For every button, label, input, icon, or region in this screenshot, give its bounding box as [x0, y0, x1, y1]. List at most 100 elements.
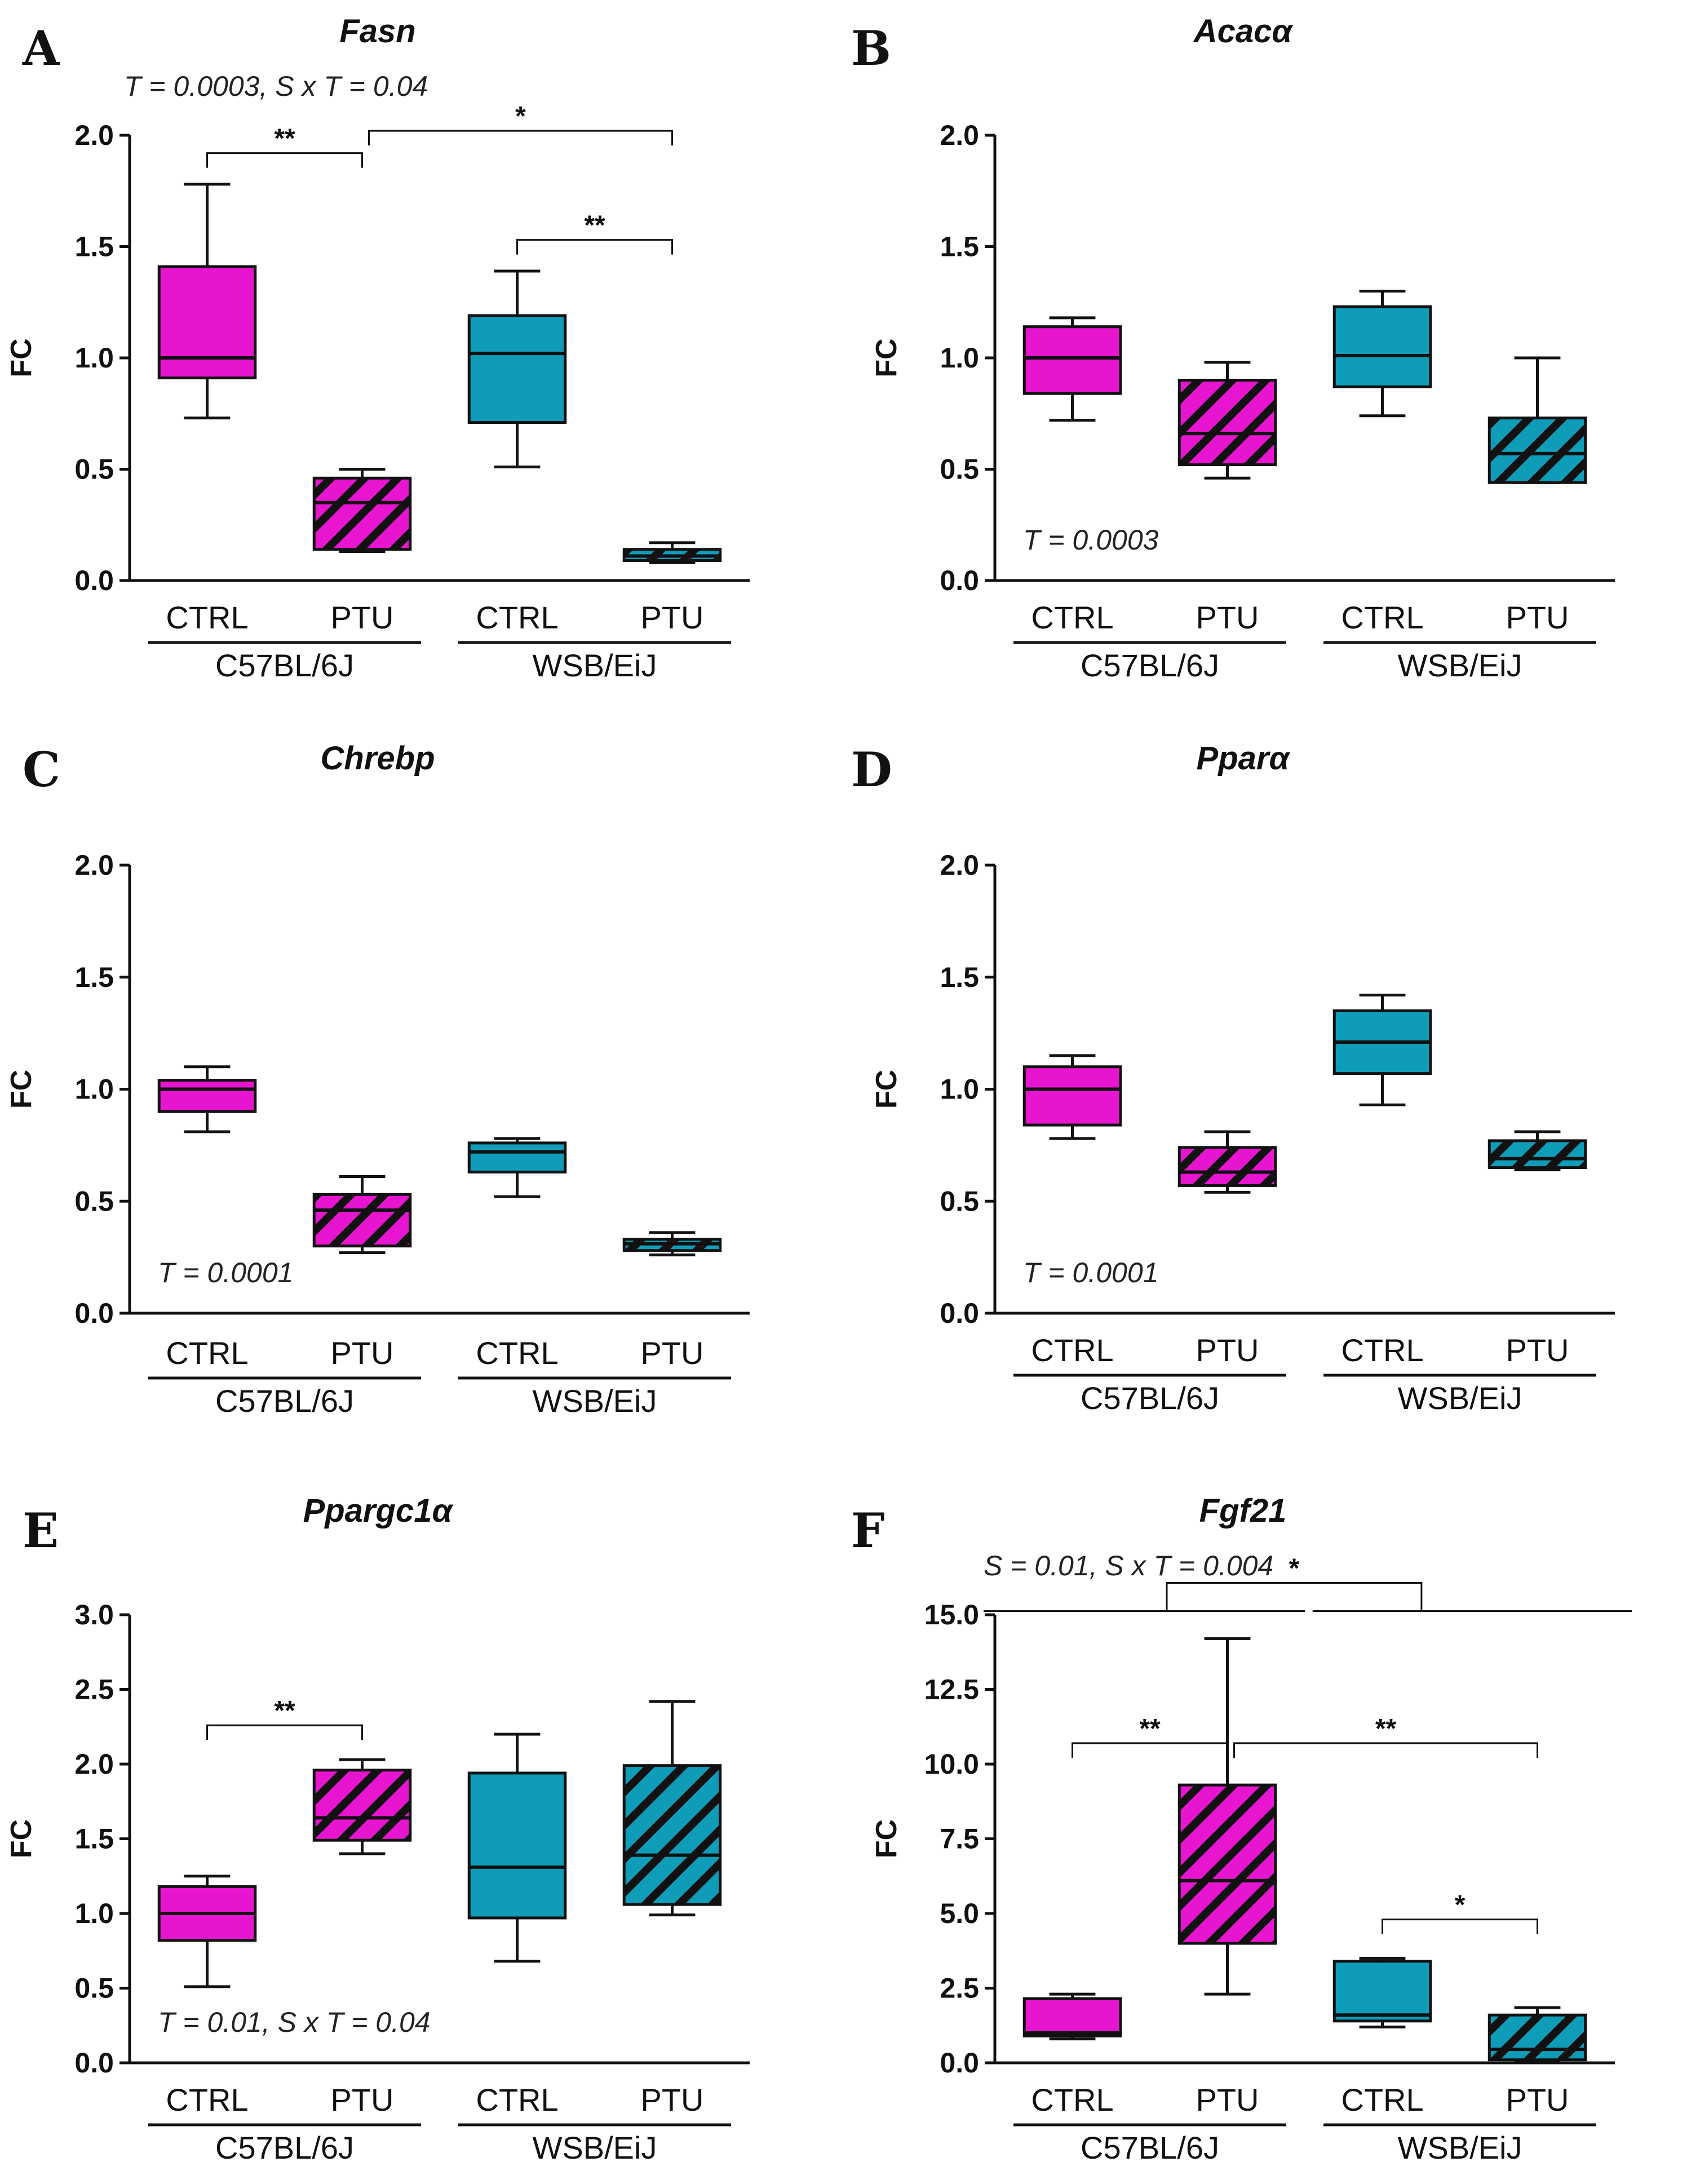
box-body [1177, 379, 1277, 467]
box-body [1488, 417, 1587, 484]
y-axis: 0.0 0.5 1.0 1.5 2.0 [74, 849, 750, 1329]
box-4 [1488, 1130, 1587, 1172]
chart-title: Fgf21 [1199, 1492, 1287, 1529]
box-2 [312, 1175, 412, 1255]
chart-title: Chrebp [321, 740, 435, 777]
box-body [467, 1141, 567, 1174]
y-tick-label: 0.0 [74, 2047, 114, 2079]
panel-a: A Fasn 0.0 0.5 1.0 1.5 2.0 FC CTRL PTU CTRL PTU C57B… [5, 13, 750, 683]
significance-stars: ** [274, 1696, 295, 1726]
bracket-line [1072, 1742, 1228, 1758]
chart-title: Ppargc1α [303, 1492, 454, 1529]
bracket-line [1233, 1742, 1538, 1758]
box-2 [1177, 1637, 1277, 1996]
panel-b: B Acacα 0.0 0.5 1.0 1.5 2.0 FC CTRL PTU CTRL PTU C57… [851, 13, 1615, 683]
group-bracket-line [1166, 1582, 1423, 1611]
significance-bracket: ** [1072, 1714, 1228, 1758]
group-label: C57BL/6J [215, 2130, 354, 2165]
y-axis: 0.0 0.5 1.0 1.5 2.0 [940, 119, 1615, 596]
x-category-label: CTRL [1031, 2082, 1113, 2117]
x-category-label: CTRL [166, 2082, 248, 2117]
group-label: WSB/EiJ [1398, 2130, 1522, 2165]
significance-bracket: ** [206, 124, 363, 168]
box-1 [1022, 316, 1122, 422]
significance-stars: * [1455, 1890, 1466, 1920]
panel-d: D Pparα 0.0 0.5 1.0 1.5 2.0 FC CTRL PTU CTRL PTU C57… [851, 740, 1615, 1416]
box-body [312, 1769, 412, 1842]
box-4 [622, 541, 722, 564]
group-label: WSB/EiJ [533, 1383, 657, 1419]
stat-annotation: S = 0.01, S x T = 0.004 [984, 1550, 1273, 1581]
y-tick-label: 1.5 [940, 231, 979, 263]
box-body [1488, 2013, 1587, 2062]
x-category-label: CTRL [1031, 600, 1113, 635]
box-body [1177, 1146, 1277, 1187]
y-tick-label: 2.0 [74, 1748, 114, 1780]
y-tick-label: 2.0 [74, 849, 114, 881]
bracket-line [516, 239, 673, 255]
y-axis: 0.0 0.5 1.0 1.5 2.0 2.5 3.0 [74, 1599, 750, 2079]
significance-bracket: ** [1233, 1714, 1538, 1758]
y-axis: 0.0 0.5 1.0 1.5 2.0 [940, 849, 1615, 1329]
x-category-label: PTU [641, 1335, 704, 1371]
box-1 [157, 183, 257, 420]
y-tick-label: 12.5 [924, 1674, 979, 1705]
y-tick-label: 0.0 [940, 565, 979, 596]
y-tick-label: 2.5 [940, 1973, 979, 2004]
box-2 [312, 468, 412, 553]
y-tick-label: 0.5 [74, 454, 114, 485]
x-category-label: CTRL [476, 2082, 558, 2117]
group-label: C57BL/6J [215, 648, 354, 683]
y-axis-label: FC [870, 1819, 903, 1858]
y-tick-label: 2.0 [940, 849, 979, 881]
y-tick-label: 15.0 [924, 1599, 979, 1631]
x-category-label: PTU [1506, 1332, 1569, 1368]
bracket-line [1382, 1919, 1538, 1934]
significance-stars: ** [274, 124, 295, 154]
panel-letter: C [23, 742, 60, 798]
x-category-label: PTU [641, 600, 704, 635]
significance-stars: * [515, 101, 526, 131]
x-category-label: PTU [1506, 600, 1569, 635]
significance-bracket: ** [206, 1696, 363, 1740]
x-category-label: CTRL [1341, 600, 1423, 635]
box-1 [1022, 1992, 1122, 2041]
y-tick-label: 0.5 [940, 454, 979, 485]
y-tick-label: 1.5 [940, 962, 979, 993]
group-label: C57BL/6J [215, 1383, 354, 1419]
box-2 [312, 1758, 412, 1855]
y-axis-label: FC [5, 1070, 38, 1109]
x-category-label: PTU [1506, 2082, 1569, 2117]
y-tick-label: 0.0 [940, 1297, 979, 1329]
y-tick-label: 1.0 [940, 342, 979, 374]
bracket-line [206, 152, 363, 168]
y-tick-label: 2.5 [74, 1674, 114, 1705]
x-category-label: PTU [331, 2082, 394, 2117]
y-tick-label: 0.0 [74, 565, 114, 596]
panel-letter: E [23, 1503, 59, 1558]
box-4 [1488, 356, 1587, 484]
box-body [1022, 1065, 1122, 1127]
x-category-label: PTU [1196, 1332, 1259, 1368]
group-label: WSB/EiJ [533, 2130, 657, 2165]
y-tick-label: 0.5 [74, 1185, 114, 1217]
panel-letter: A [22, 20, 60, 76]
x-category-label: CTRL [476, 600, 558, 635]
group-label: WSB/EiJ [1398, 1380, 1522, 1416]
y-tick-label: 1.0 [74, 342, 114, 374]
y-tick-label: 1.5 [74, 1823, 114, 1855]
group-comparison-bracket: * [984, 1554, 1632, 1612]
y-tick-label: 1.0 [74, 1898, 114, 1929]
significance-stars: ** [1375, 1714, 1397, 1744]
box-body [1332, 305, 1432, 388]
y-tick-label: 0.0 [940, 2047, 979, 2079]
box-body [1022, 1997, 1122, 2037]
y-tick-label: 3.0 [74, 1599, 114, 1631]
panel-f: F Fgf21 0.0 2.5 5.0 7.5 10.0 12.5 15.0 FC CTRL PTU C… [851, 1492, 1632, 2165]
x-category-label: CTRL [166, 600, 248, 635]
y-axis-label: FC [870, 338, 903, 377]
x-category-label: CTRL [1341, 2082, 1423, 2117]
y-tick-label: 2.0 [74, 119, 114, 151]
box-1 [157, 1065, 257, 1133]
